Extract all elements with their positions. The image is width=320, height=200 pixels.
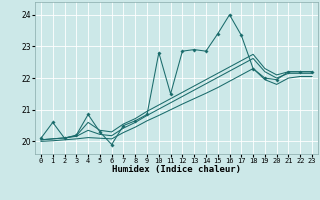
- X-axis label: Humidex (Indice chaleur): Humidex (Indice chaleur): [112, 165, 241, 174]
